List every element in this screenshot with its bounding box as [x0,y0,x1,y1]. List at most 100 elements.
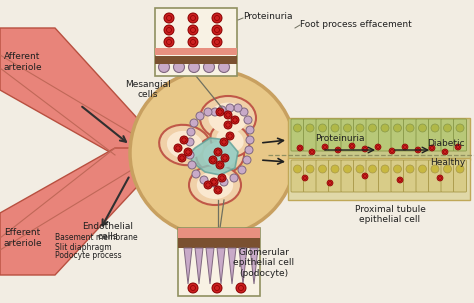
Circle shape [327,180,333,186]
Circle shape [306,124,314,132]
Circle shape [178,154,186,162]
Circle shape [216,161,224,169]
Circle shape [214,148,222,156]
Circle shape [381,124,389,132]
Circle shape [204,181,212,189]
Circle shape [368,124,376,132]
Circle shape [220,138,228,146]
Bar [288,158,470,200]
Circle shape [186,138,194,146]
Polygon shape [184,248,192,284]
Circle shape [246,136,254,144]
Circle shape [236,283,246,293]
Circle shape [375,144,381,150]
FancyBboxPatch shape [428,119,441,151]
FancyBboxPatch shape [454,160,466,192]
Polygon shape [206,248,214,284]
Circle shape [419,124,427,132]
Circle shape [437,175,443,181]
Circle shape [209,156,217,164]
Circle shape [218,106,226,114]
Circle shape [389,148,395,154]
Circle shape [174,144,182,152]
Text: Basement membrane: Basement membrane [55,234,137,242]
Bar [288,118,470,160]
Circle shape [293,124,301,132]
Circle shape [212,37,222,47]
Text: Proteinuria: Proteinuria [315,134,365,143]
Circle shape [442,149,448,155]
FancyBboxPatch shape [291,160,304,192]
Circle shape [221,154,229,162]
FancyBboxPatch shape [303,119,317,151]
Text: Healthy: Healthy [430,158,465,167]
Circle shape [344,124,352,132]
Circle shape [293,165,301,173]
FancyBboxPatch shape [316,160,329,192]
Circle shape [212,283,222,293]
Circle shape [231,116,239,124]
Circle shape [219,62,229,72]
FancyBboxPatch shape [316,119,329,151]
Circle shape [309,149,315,155]
Circle shape [189,62,200,72]
Circle shape [226,132,234,140]
Polygon shape [195,248,203,284]
Text: Podocyte process: Podocyte process [55,251,122,261]
Circle shape [319,165,327,173]
FancyBboxPatch shape [366,160,379,192]
Bar [178,228,260,296]
Ellipse shape [197,171,233,199]
Bar [178,228,260,238]
FancyBboxPatch shape [416,119,429,151]
Circle shape [190,119,198,127]
Circle shape [184,148,192,156]
Circle shape [204,108,212,116]
Circle shape [186,151,194,159]
Polygon shape [250,248,258,284]
Circle shape [297,145,303,151]
Circle shape [456,165,464,173]
Circle shape [393,124,401,132]
Text: Foot process effacement: Foot process effacement [300,20,412,29]
Circle shape [406,165,414,173]
Circle shape [331,124,339,132]
Circle shape [397,177,403,183]
FancyBboxPatch shape [354,119,366,151]
Circle shape [240,108,248,116]
Polygon shape [0,28,148,155]
Circle shape [344,165,352,173]
FancyBboxPatch shape [341,160,354,192]
Circle shape [164,13,174,23]
Polygon shape [239,248,247,284]
Text: Proteinuria: Proteinuria [243,12,292,21]
Circle shape [429,145,435,151]
Circle shape [431,124,439,132]
Circle shape [188,37,198,47]
Circle shape [192,170,200,178]
Circle shape [243,156,251,164]
Circle shape [226,104,234,112]
Circle shape [356,124,364,132]
Circle shape [245,146,253,154]
Circle shape [234,104,242,112]
Text: Slit diaphragm: Slit diaphragm [55,242,111,251]
FancyBboxPatch shape [328,119,341,151]
FancyBboxPatch shape [379,160,392,192]
Circle shape [335,147,341,153]
Circle shape [214,186,222,194]
Circle shape [188,13,198,23]
Ellipse shape [210,124,250,157]
FancyBboxPatch shape [366,119,379,151]
FancyBboxPatch shape [354,160,366,192]
Ellipse shape [216,128,244,152]
FancyBboxPatch shape [403,160,417,192]
Circle shape [211,108,219,116]
Ellipse shape [209,103,247,133]
FancyBboxPatch shape [341,119,354,151]
FancyBboxPatch shape [379,119,392,151]
Bar [178,238,260,248]
Circle shape [187,128,195,136]
Circle shape [210,179,218,187]
Text: Diabetic: Diabetic [428,139,465,148]
